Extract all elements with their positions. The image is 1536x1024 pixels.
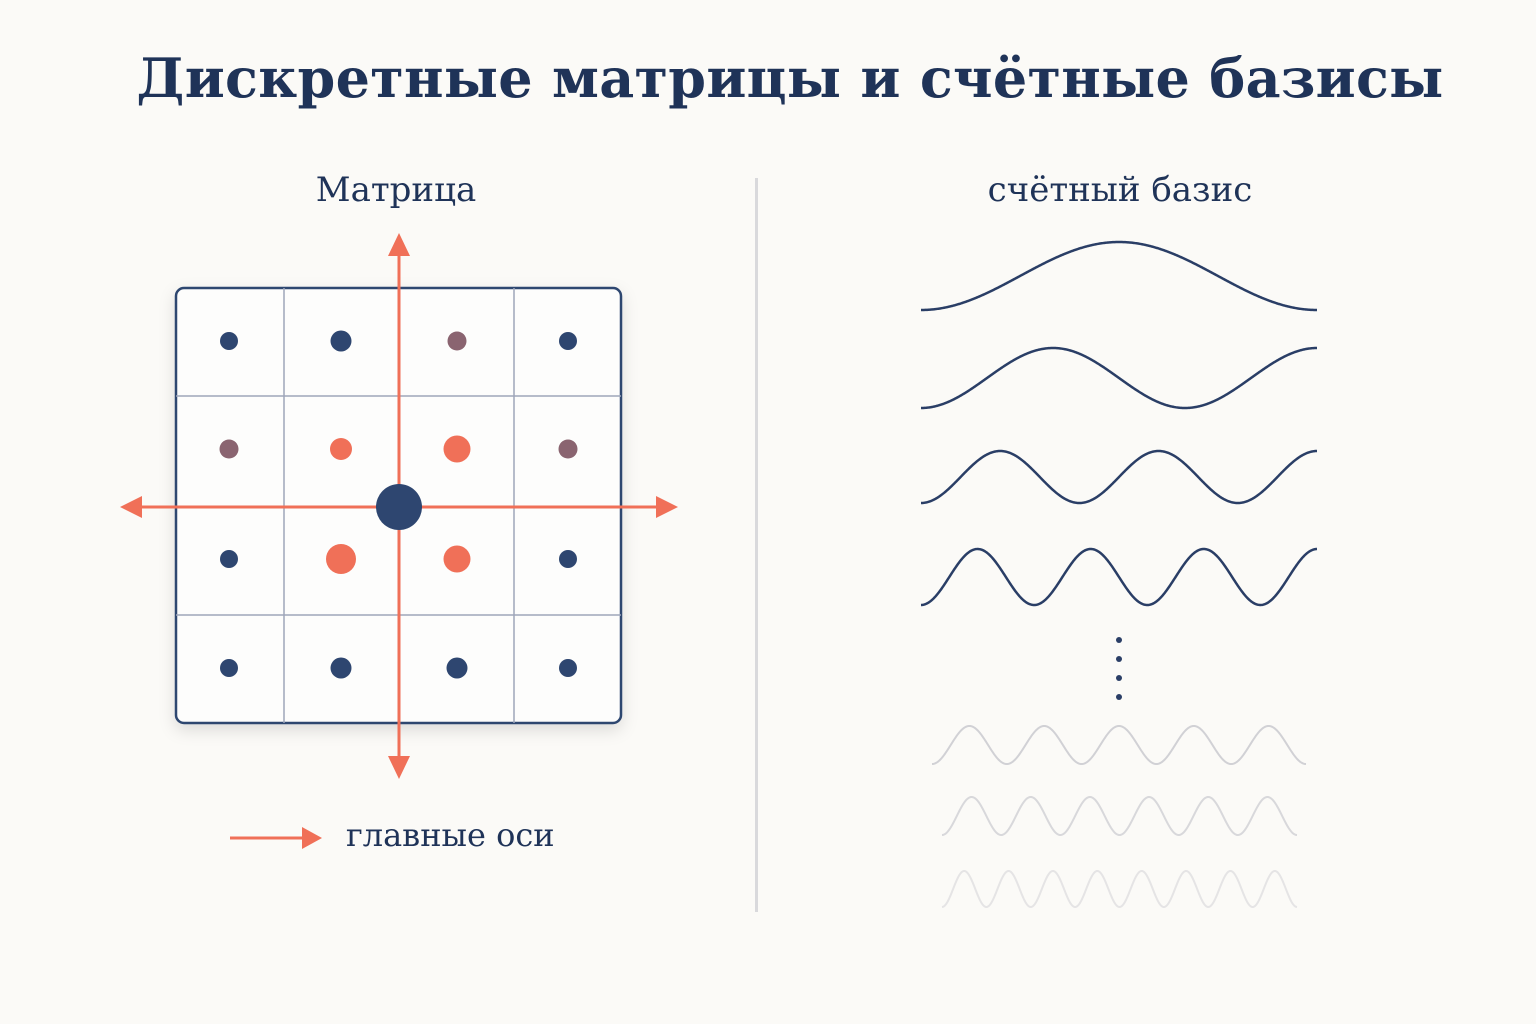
matrix-dot-dark <box>220 332 238 350</box>
matrix-dot-accent <box>326 544 356 574</box>
page-title: Дискретные матрицы и счётные базисы <box>136 46 1444 110</box>
matrix-dot-accent <box>443 435 471 463</box>
basis-wave-2 <box>920 346 1318 410</box>
matrix-dot-dark <box>559 659 577 677</box>
matrix-dot-dark <box>330 330 352 352</box>
matrix-panel-title: Матрица <box>315 170 477 210</box>
faded-basis-wave-3 <box>941 870 1298 909</box>
matrix-dot-muted <box>447 331 467 351</box>
center-dot <box>376 484 422 530</box>
ellipsis-dots <box>1116 637 1122 700</box>
basis-wave-3 <box>920 449 1318 505</box>
matrix-dot-dark <box>330 657 352 679</box>
basis-waves <box>920 240 1318 909</box>
matrix-dot-dark <box>559 550 577 568</box>
axis-arrow-right <box>656 496 678 518</box>
matrix-dot-muted <box>558 439 578 459</box>
matrix-dot-accent <box>443 545 471 573</box>
panel-divider <box>755 178 758 912</box>
basis-wave-1 <box>921 240 1317 312</box>
matrix-dot-dark <box>220 550 238 568</box>
basis-wave-4 <box>920 547 1318 607</box>
faded-basis-wave-1 <box>931 724 1307 766</box>
matrix-dot-dark <box>559 332 577 350</box>
axis-arrow-up <box>388 233 410 256</box>
matrix-dots <box>219 330 578 679</box>
matrix-dot-dark <box>446 657 468 679</box>
axis-arrow-down <box>388 756 410 779</box>
matrix-dot-dark <box>220 659 238 677</box>
axis-arrow-left <box>120 496 142 518</box>
matrix-dot-muted <box>219 439 239 459</box>
legend-label: главные оси <box>346 816 555 854</box>
basis-panel-title: счётный базис <box>987 170 1253 210</box>
faded-basis-wave-2 <box>941 795 1298 837</box>
legend-arrow-icon <box>230 827 322 849</box>
matrix-dot-accent <box>330 438 352 460</box>
